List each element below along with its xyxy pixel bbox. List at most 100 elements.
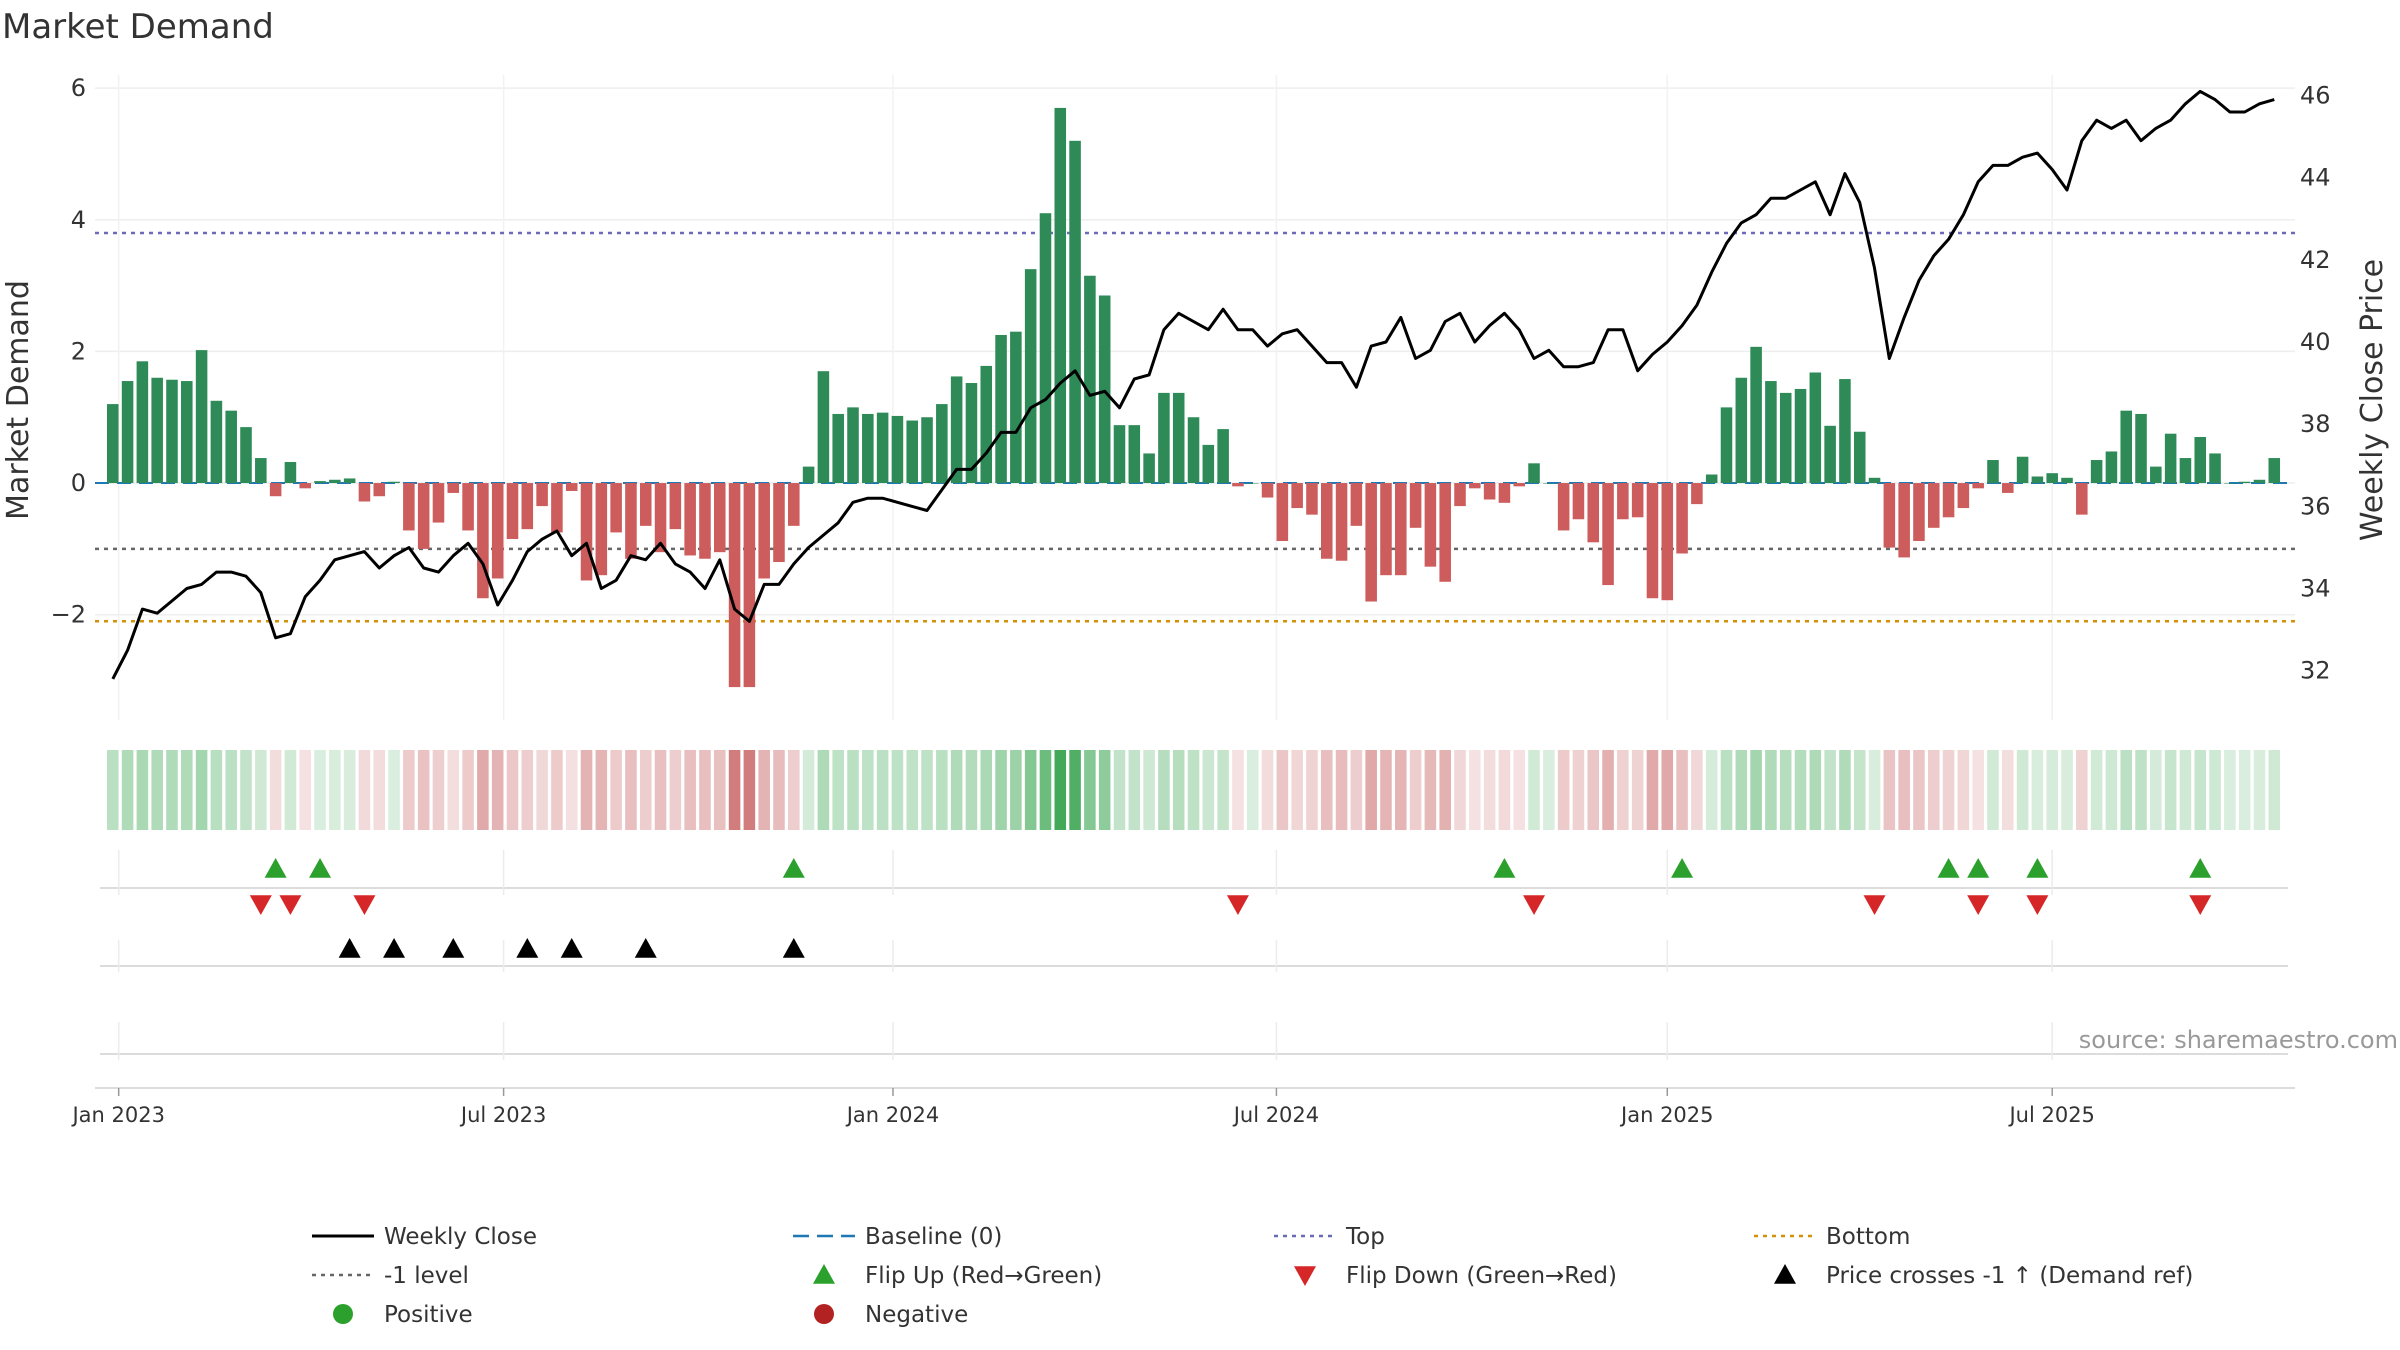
- demand-bar: [536, 483, 548, 507]
- demand-bar: [906, 420, 919, 484]
- demand-bar: [565, 483, 578, 491]
- demand-bar: [136, 361, 149, 484]
- heat-cell: [1424, 750, 1437, 830]
- demand-bar: [773, 483, 785, 563]
- legend-swatch: [333, 1304, 353, 1324]
- heat-cell: [1069, 750, 1081, 830]
- heat-cell: [1350, 750, 1363, 830]
- heat-cell: [802, 750, 815, 830]
- demand-bar: [1617, 483, 1629, 520]
- demand-bar: [1320, 483, 1333, 559]
- left-axis-ticks: −2 0 2 4 6: [51, 74, 86, 629]
- demand-bar: [195, 350, 208, 484]
- heat-cell: [210, 750, 223, 830]
- heat-cell: [1883, 750, 1896, 830]
- demand-bar: [1868, 477, 1881, 484]
- demand-bar: [580, 483, 593, 581]
- heat-cell: [388, 750, 400, 830]
- heat-cell: [1128, 750, 1141, 830]
- date-tick-label: Jul 2024: [1232, 1103, 1319, 1127]
- heat-cell: [343, 750, 356, 830]
- weekly-close-line: [111, 89, 2275, 680]
- demand-bar: [121, 381, 134, 484]
- heat-cell: [166, 750, 178, 830]
- legend-swatch: [814, 1304, 834, 1324]
- demand-bar: [2209, 453, 2221, 484]
- demand-bar: [1883, 483, 1896, 548]
- heat-cell: [417, 750, 430, 830]
- demand-bar: [684, 483, 696, 556]
- demand-bar: [1913, 483, 1925, 541]
- flip-up-marker: [782, 858, 805, 878]
- price-cross-marker: [383, 938, 406, 958]
- signal-markers: [249, 858, 2212, 958]
- left-tick-label: 0: [71, 469, 86, 497]
- demand-bar: [1513, 483, 1525, 487]
- demand-bar: [343, 478, 356, 484]
- price-cross-marker: [560, 938, 583, 958]
- demand-bar: [921, 417, 933, 484]
- date-tick-label: Jan 2023: [70, 1103, 165, 1127]
- demand-bar: [965, 383, 978, 484]
- demand-bar: [462, 483, 474, 531]
- demand-bar: [1084, 275, 1096, 484]
- heat-cell: [1839, 750, 1851, 830]
- demand-bar: [2120, 410, 2132, 484]
- heat-cell: [1543, 750, 1555, 830]
- heat-cell: [728, 750, 741, 830]
- heat-cell: [936, 750, 948, 830]
- demand-bar: [995, 334, 1007, 484]
- demand-heat-strip: [106, 750, 2281, 830]
- demand-bar: [2090, 460, 2103, 484]
- heat-cell: [995, 750, 1007, 830]
- heat-cell: [788, 750, 800, 830]
- heat-cell: [2253, 750, 2266, 830]
- heat-cell: [195, 750, 208, 830]
- heat-cell: [551, 750, 563, 830]
- demand-bar: [358, 483, 371, 502]
- heat-cell: [151, 750, 163, 830]
- heat-cell: [2179, 750, 2192, 830]
- demand-bar: [2016, 456, 2029, 484]
- demand-bar: [1158, 392, 1170, 484]
- legend-swatch: [1774, 1264, 1796, 1284]
- demand-bar: [1350, 483, 1363, 526]
- heat-cell: [1469, 750, 1481, 830]
- heat-cell: [1439, 750, 1451, 830]
- heat-cell: [1794, 750, 1807, 830]
- demand-bar: [2268, 458, 2281, 484]
- flip-up-marker: [309, 858, 332, 878]
- source-label: source: sharemaestro.com: [2079, 1026, 2398, 1054]
- demand-bar: [2238, 481, 2251, 484]
- demand-bar: [802, 466, 815, 484]
- weekly-close-polyline: [111, 89, 2275, 680]
- heat-cell: [1587, 750, 1600, 830]
- heat-cell: [2268, 750, 2281, 830]
- demand-bar: [1306, 483, 1318, 515]
- demand-bar: [1187, 417, 1200, 484]
- demand-bar: [1543, 483, 1555, 484]
- right-tick-label: 34: [2300, 575, 2331, 603]
- demand-bar: [166, 379, 178, 484]
- main-gridlines: [95, 75, 2295, 720]
- heat-cell: [654, 750, 667, 830]
- heat-cell: [2105, 750, 2118, 830]
- heat-cell: [1365, 750, 1377, 830]
- legend-item: Weekly Close: [312, 1224, 537, 1250]
- date-tick-label: Jul 2025: [2007, 1103, 2094, 1127]
- legend-item: Top: [1274, 1224, 1385, 1250]
- demand-bar: [1631, 483, 1644, 518]
- flip-up-marker: [264, 858, 287, 878]
- heat-cell: [1987, 750, 1999, 830]
- demand-bar: [2253, 479, 2266, 484]
- demand-bar: [1246, 483, 1259, 484]
- date-tick-label: Jan 2025: [1619, 1103, 1714, 1127]
- flip-down-marker: [2189, 895, 2212, 915]
- heat-cell: [595, 750, 608, 830]
- heat-cell: [1113, 750, 1126, 830]
- demand-bar: [876, 412, 889, 484]
- left-tick-label: −2: [51, 601, 86, 629]
- legend-swatch: [1294, 1266, 1316, 1286]
- demand-bar: [832, 413, 844, 484]
- demand-bar: [1054, 107, 1067, 484]
